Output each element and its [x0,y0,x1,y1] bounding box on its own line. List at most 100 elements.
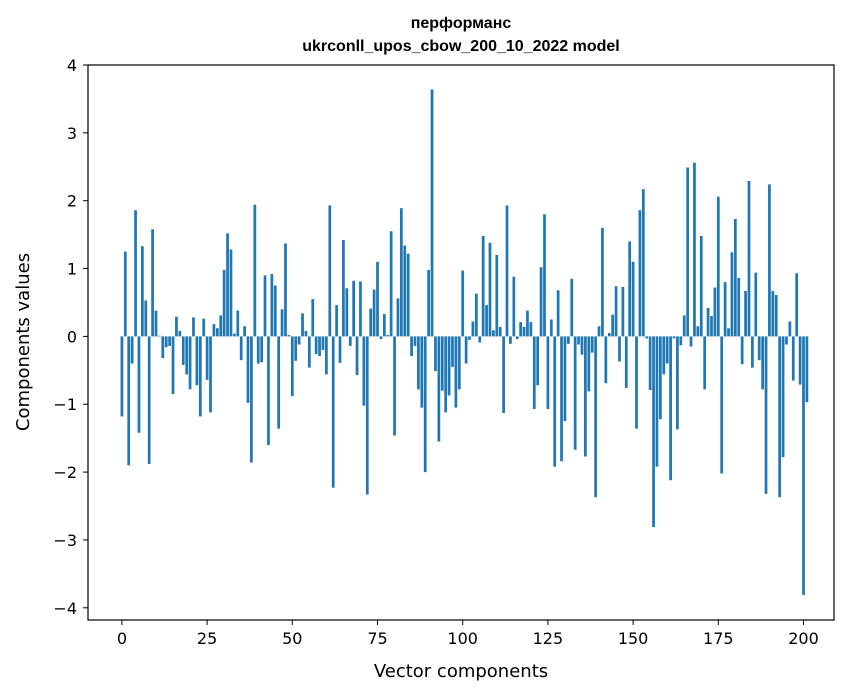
bar [512,276,516,337]
bar [519,322,523,337]
bar [785,336,788,345]
bar [352,280,356,337]
bar [321,336,325,350]
bar [682,315,686,337]
bar [791,336,795,381]
bar [577,336,580,345]
bar [151,229,154,337]
y-axis-label: Components values [13,253,34,431]
bar [284,243,287,337]
bar [655,336,659,467]
bar [239,336,243,361]
bar [447,336,451,396]
bar [771,290,775,337]
bar [226,233,229,337]
bar [699,235,703,337]
bar [648,336,652,390]
bar [495,254,499,337]
y-tick-label: 3 [67,124,77,143]
bar [168,336,171,346]
bar [325,336,328,375]
bar [481,235,485,337]
y-tick-label: 1 [67,260,77,279]
bar [468,336,471,340]
bar [597,326,601,337]
bar [751,336,754,368]
x-tick-label: 100 [447,629,478,648]
bar [614,286,618,337]
bar [280,309,284,337]
bar [181,336,185,365]
x-tick-label: 50 [282,629,302,648]
y-tick-label: −3 [53,531,77,550]
bar [263,275,267,337]
chart-title-line-2: ukrconll_upos_cbow_200_10_2022 model [302,38,619,55]
bar [706,307,710,337]
bar [444,336,448,413]
bar [331,336,335,488]
bar [679,336,683,346]
bar [301,313,304,337]
bar [515,336,519,340]
bar [314,336,318,355]
bar [178,330,182,337]
bar [723,282,727,337]
bar [209,336,212,413]
bar [192,317,195,337]
bar [260,336,263,363]
bar [219,315,223,337]
bar [641,189,645,337]
bar [120,336,124,417]
bar [764,336,768,494]
bar [761,336,764,390]
bar [471,321,475,337]
bar [635,336,638,429]
bar [768,184,771,337]
bar [710,316,713,337]
bar [188,336,192,390]
bar [345,288,349,337]
bar [601,227,604,337]
bar [154,310,158,337]
bar [294,336,298,361]
bar [389,231,393,337]
bar [464,336,468,364]
bar [267,336,270,445]
bar [147,336,151,464]
bar [127,336,131,466]
bar [362,336,366,406]
bar [277,336,281,429]
bar [744,290,747,337]
bar [730,252,734,337]
bar [250,336,253,463]
bar [376,261,379,337]
x-tick-label: 75 [367,629,387,648]
x-tick-label: 0 [117,629,127,648]
y-tick-label: 0 [67,327,77,346]
bar [686,167,689,337]
bar [290,336,294,397]
bar [273,285,277,337]
bar [161,336,165,359]
bar [505,205,509,337]
bar [669,336,672,481]
bar [185,336,189,375]
bar [492,330,495,337]
bar [570,278,574,337]
bar-series [120,89,809,595]
bar [594,336,597,498]
x-axis-ticks: 0 25 50 75 100 125 150 175 200 [117,620,819,648]
bar [532,336,536,409]
bar [137,336,141,433]
bar [335,305,338,337]
bar [386,335,390,337]
bar [795,273,799,337]
bar [522,326,526,337]
bar [590,336,594,353]
bar [158,335,161,337]
chart-title-line-1: перформанс [411,15,512,32]
x-tick-label: 125 [533,629,564,648]
bar [488,242,492,337]
bar [328,205,332,337]
bar [713,287,717,337]
